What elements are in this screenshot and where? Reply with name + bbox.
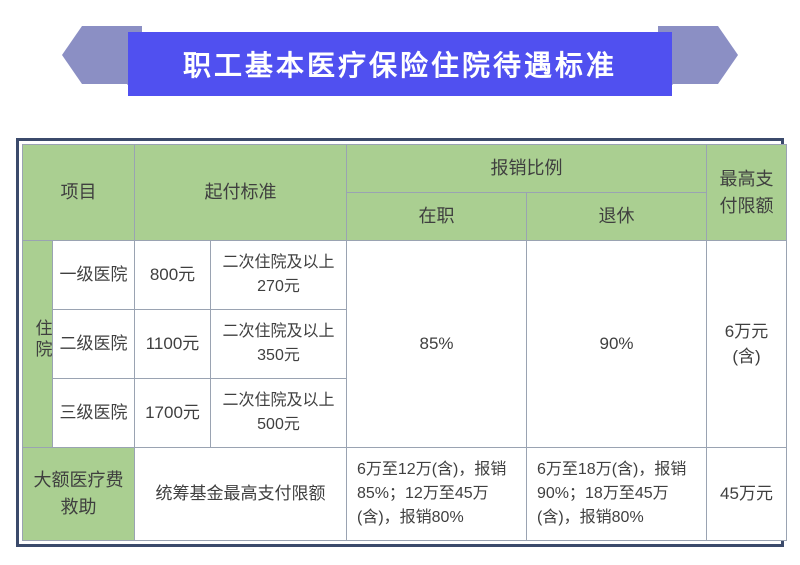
header-ratio-retired: 退休 [527,193,707,241]
table-frame: 项目 起付标准 报销比例 最高支付限额 在职 退休 住院 一级医院 800元 二… [16,138,784,547]
cell-second: 二次住院及以上270元 [211,241,347,310]
table-row: 住院 一级医院 800元 二次住院及以上270元 85% 90% 6万元(含) [23,241,787,310]
benefits-table: 项目 起付标准 报销比例 最高支付限额 在职 退休 住院 一级医院 800元 二… [22,144,787,541]
cell-level: 二级医院 [53,310,135,379]
cell-ratio-active: 85% [347,241,527,448]
page-title: 职工基本医疗保险住院待遇标准 [128,32,672,96]
big-ratio-retired: 6万至18万(含)，报销90%；18万至45万(含)，报销80% [527,448,707,541]
header-ratio-active: 在职 [347,193,527,241]
cell-amount: 800元 [135,241,211,310]
table-header-row: 项目 起付标准 报销比例 最高支付限额 [23,145,787,193]
big-ratio-active: 6万至12万(含)，报销85%；12万至45万(含)，报销80% [347,448,527,541]
big-deductible: 统筹基金最高支付限额 [135,448,347,541]
cell-level: 一级医院 [53,241,135,310]
cell-amount: 1700元 [135,379,211,448]
cell-second: 二次住院及以上350元 [211,310,347,379]
cell-amount: 1100元 [135,310,211,379]
header-deductible: 起付标准 [135,145,347,241]
big-max: 45万元 [707,448,787,541]
hospital-vlabel: 住院 [23,241,53,448]
header-ratio: 报销比例 [347,145,707,193]
cell-second: 二次住院及以上500元 [211,379,347,448]
header-project: 项目 [23,145,135,241]
header-max: 最高支付限额 [707,145,787,241]
cell-max: 6万元(含) [707,241,787,448]
big-label: 大额医疗费救助 [23,448,135,541]
title-ribbon: 职工基本医疗保险住院待遇标准 [16,20,784,108]
table-row: 大额医疗费救助 统筹基金最高支付限额 6万至12万(含)，报销85%；12万至4… [23,448,787,541]
cell-level: 三级医院 [53,379,135,448]
cell-ratio-retired: 90% [527,241,707,448]
